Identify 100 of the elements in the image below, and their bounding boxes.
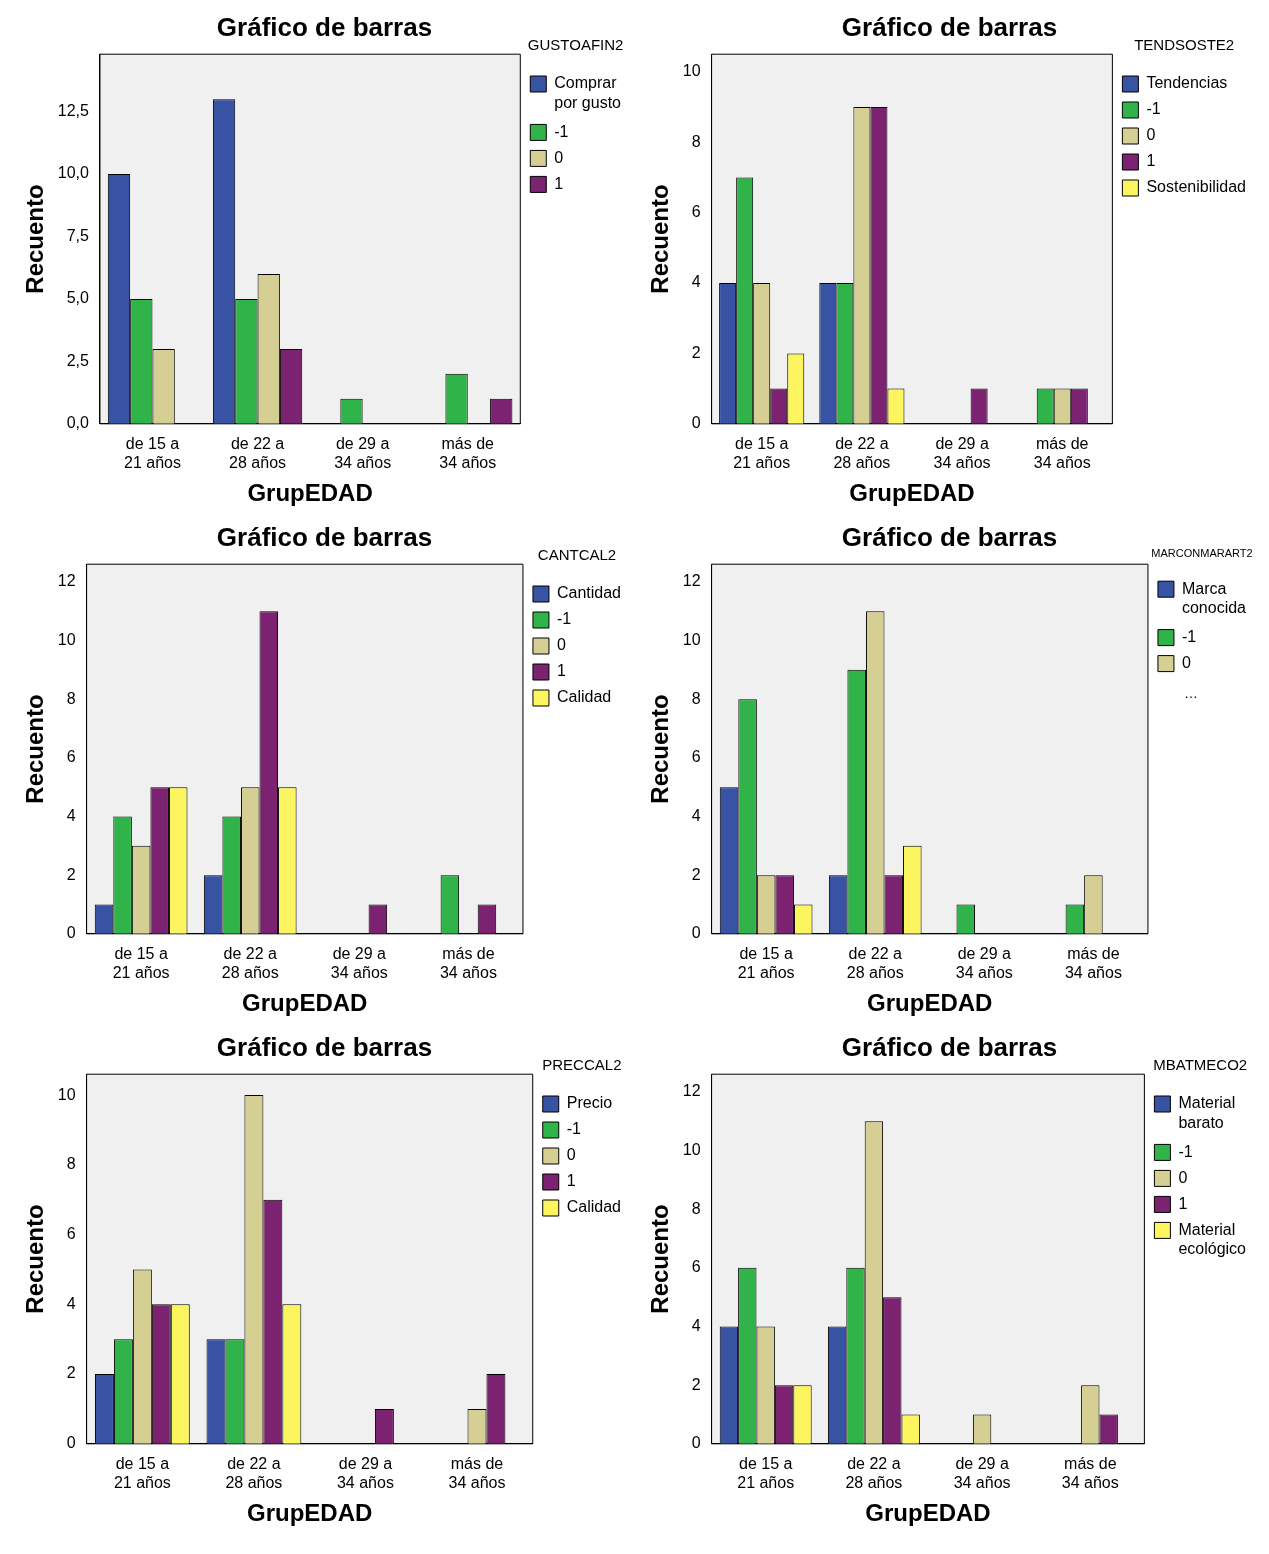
legend-label: Calidad: [566, 1198, 622, 1216]
y-axis-title: Recuento: [646, 1204, 674, 1314]
x-tick-label: de 29 a 34 años: [330, 944, 388, 982]
x-axis-title: GrupEDAD: [242, 989, 368, 1017]
chart-title: Gráfico de barras: [841, 11, 1058, 42]
x-tick-label: de 15 a 21 años: [733, 434, 791, 472]
y-tick-label: 8: [66, 1155, 76, 1173]
legend-title: MARCONMARART2: [1151, 546, 1253, 559]
x-tick-label: de 29 a 34 años: [334, 434, 392, 472]
y-tick-label: 2: [66, 1364, 76, 1382]
y-tick-label: 8: [691, 689, 701, 707]
legend-title: TENDSOSTE2: [1134, 35, 1235, 53]
y-tick-label: 0,0: [66, 414, 90, 432]
y-tick-label: 8: [66, 689, 76, 707]
y-tick-label: 4: [691, 806, 701, 824]
y-tick-label: 0: [66, 924, 76, 942]
y-axis-title: Recuento: [646, 694, 674, 804]
x-tick-label: de 22 a 28 años: [833, 434, 891, 472]
y-tick-label: 10,0: [57, 164, 90, 182]
legend-label: Calidad: [556, 688, 612, 706]
legend-label: Material ecológico: [1178, 1220, 1247, 1258]
y-tick-label: 10: [57, 630, 76, 648]
legend-label: 0: [566, 1146, 576, 1164]
legend-label: -1: [1146, 100, 1161, 118]
y-tick-label: 12: [682, 1082, 701, 1100]
y-tick-label: 0: [691, 414, 701, 432]
legend-label: 0: [1178, 1168, 1188, 1186]
legend-label: 1: [1146, 152, 1156, 170]
chart-title: Gráfico de barras: [216, 11, 433, 42]
y-tick-label: 6: [66, 1225, 76, 1242]
x-tick-label: de 15 a 21 años: [124, 434, 181, 472]
legend-label: -1: [1178, 1142, 1193, 1160]
x-tick-label: más de 34 años: [439, 944, 497, 982]
y-tick-label: 6: [691, 203, 701, 221]
x-tick-label: de 15 a 21 años: [112, 944, 170, 982]
x-axis-title: GrupEDAD: [247, 479, 373, 507]
y-tick-label: 12,5: [57, 102, 90, 120]
x-axis-title: GrupEDAD: [247, 1499, 373, 1527]
y-tick-label: 6: [66, 748, 76, 766]
legend-label: 1: [554, 174, 564, 192]
y-tick-label: 12: [682, 572, 701, 590]
y-axis-title: Recuento: [21, 184, 49, 294]
x-tick-label: de 22 a 28 años: [221, 944, 279, 982]
x-tick-label: de 29 a 34 años: [953, 1454, 1011, 1492]
legend-label: 1: [566, 1172, 576, 1190]
x-tick-label: de 15 a 21 años: [737, 1454, 795, 1492]
x-tick-label: de 29 a 34 años: [933, 434, 991, 472]
y-tick-label: 5,0: [66, 289, 90, 307]
y-axis-title: Recuento: [21, 1204, 49, 1314]
y-tick-label: 6: [691, 748, 701, 766]
x-axis-title: GrupEDAD: [865, 1499, 991, 1527]
legend-label: -1: [1181, 628, 1197, 646]
y-tick-label: 10: [682, 62, 701, 80]
y-tick-label: 2: [66, 865, 76, 883]
legend-label: Sostenibilidad: [1146, 178, 1246, 196]
x-axis-title: GrupEDAD: [849, 479, 975, 507]
y-tick-label: 2,5: [66, 351, 90, 369]
chart-title: Gráfico de barras: [216, 521, 433, 552]
y-tick-label: 10: [682, 1140, 701, 1158]
x-tick-label: más de 34 años: [1064, 944, 1122, 982]
y-tick-label: 8: [691, 132, 701, 150]
y-tick-label: 10: [57, 1085, 76, 1103]
y-tick-label: 2: [691, 1375, 701, 1393]
chart-title: Gráfico de barras: [841, 521, 1058, 552]
legend-label: 0: [1146, 126, 1156, 144]
legend-label: -1: [566, 1120, 582, 1138]
x-tick-label: más de 34 años: [439, 434, 497, 472]
y-tick-label: 4: [691, 1316, 701, 1334]
x-tick-label: de 22 a 28 años: [845, 1454, 903, 1492]
y-tick-label: 4: [66, 1294, 76, 1312]
legend-label: 0: [554, 148, 564, 166]
legend-label: 0: [556, 636, 566, 654]
x-tick-label: más de 34 años: [1033, 434, 1091, 472]
y-axis-title: Recuento: [646, 184, 674, 294]
chart-title: Gráfico de barras: [216, 1031, 433, 1062]
y-tick-label: 12: [57, 572, 76, 590]
legend-label: 0: [1181, 654, 1191, 672]
legend-title: PRECCAL2: [542, 1055, 622, 1073]
y-tick-label: 0: [691, 1434, 701, 1452]
legend-label: Cantidad: [556, 584, 621, 602]
x-axis-title: GrupEDAD: [867, 989, 993, 1017]
x-tick-label: más de 34 años: [448, 1454, 506, 1492]
x-tick-label: de 29 a 34 años: [336, 1454, 394, 1492]
y-tick-label: 4: [66, 806, 76, 824]
y-tick-label: 0: [66, 1434, 76, 1452]
y-tick-label: 2: [691, 865, 701, 883]
legend-title: GUSTOAFIN2: [527, 35, 624, 53]
x-tick-label: más de 34 años: [1061, 1454, 1119, 1492]
y-tick-label: 7,5: [66, 226, 90, 244]
legend-label: -1: [554, 122, 569, 140]
legend-label: Material barato: [1178, 1094, 1236, 1131]
legend-label: 1: [1178, 1194, 1188, 1212]
x-tick-label: de 22 a 28 años: [846, 944, 904, 982]
y-tick-label: 0: [691, 924, 701, 942]
legend-label: Tendencias: [1146, 74, 1228, 92]
y-tick-label: 6: [691, 1258, 701, 1276]
y-axis-title: Recuento: [21, 694, 49, 804]
legend-label: Precio: [566, 1094, 613, 1112]
legend-label: 1: [556, 662, 566, 680]
legend-label: Marca conocida: [1181, 579, 1247, 616]
